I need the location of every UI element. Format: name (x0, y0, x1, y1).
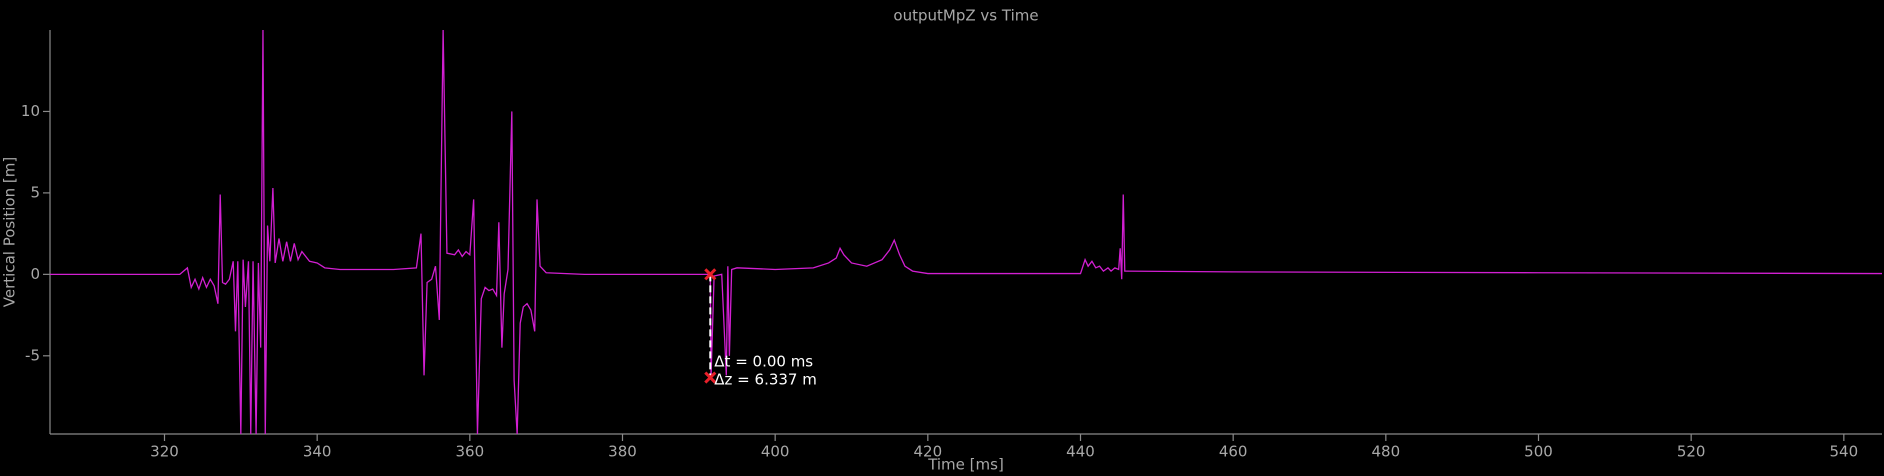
plot-area (50, 30, 1882, 434)
x-tick-label: 320 (150, 443, 179, 461)
x-tick-label: 480 (1372, 443, 1401, 461)
data-line (50, 30, 1882, 434)
annotation: Δz = 6.337 m (714, 370, 817, 388)
x-tick-label: 440 (1066, 443, 1095, 461)
measure-marker (704, 371, 717, 384)
x-axis-label: Time [ms] (927, 456, 1004, 474)
chart-title: outputMpZ vs Time (893, 7, 1038, 25)
x-tick-label: 360 (456, 443, 485, 461)
x-tick-label: 540 (1830, 443, 1859, 461)
x-tick-label: 340 (303, 443, 332, 461)
y-axis-label: Vertical Position [m] (1, 157, 19, 307)
y-tick-label: 5 (30, 183, 40, 201)
annotation: Δt = 0.00 ms (714, 352, 813, 370)
x-tick-label: 420 (914, 443, 943, 461)
x-tick-label: 520 (1677, 443, 1706, 461)
y-tick-label: -5 (25, 346, 40, 364)
y-tick-label: 0 (30, 265, 40, 283)
x-tick-label: 380 (608, 443, 637, 461)
y-tick-label: 10 (21, 102, 40, 120)
measure-marker (704, 268, 717, 281)
x-tick-label: 460 (1219, 443, 1248, 461)
x-tick-label: 500 (1524, 443, 1553, 461)
x-tick-label: 400 (761, 443, 790, 461)
